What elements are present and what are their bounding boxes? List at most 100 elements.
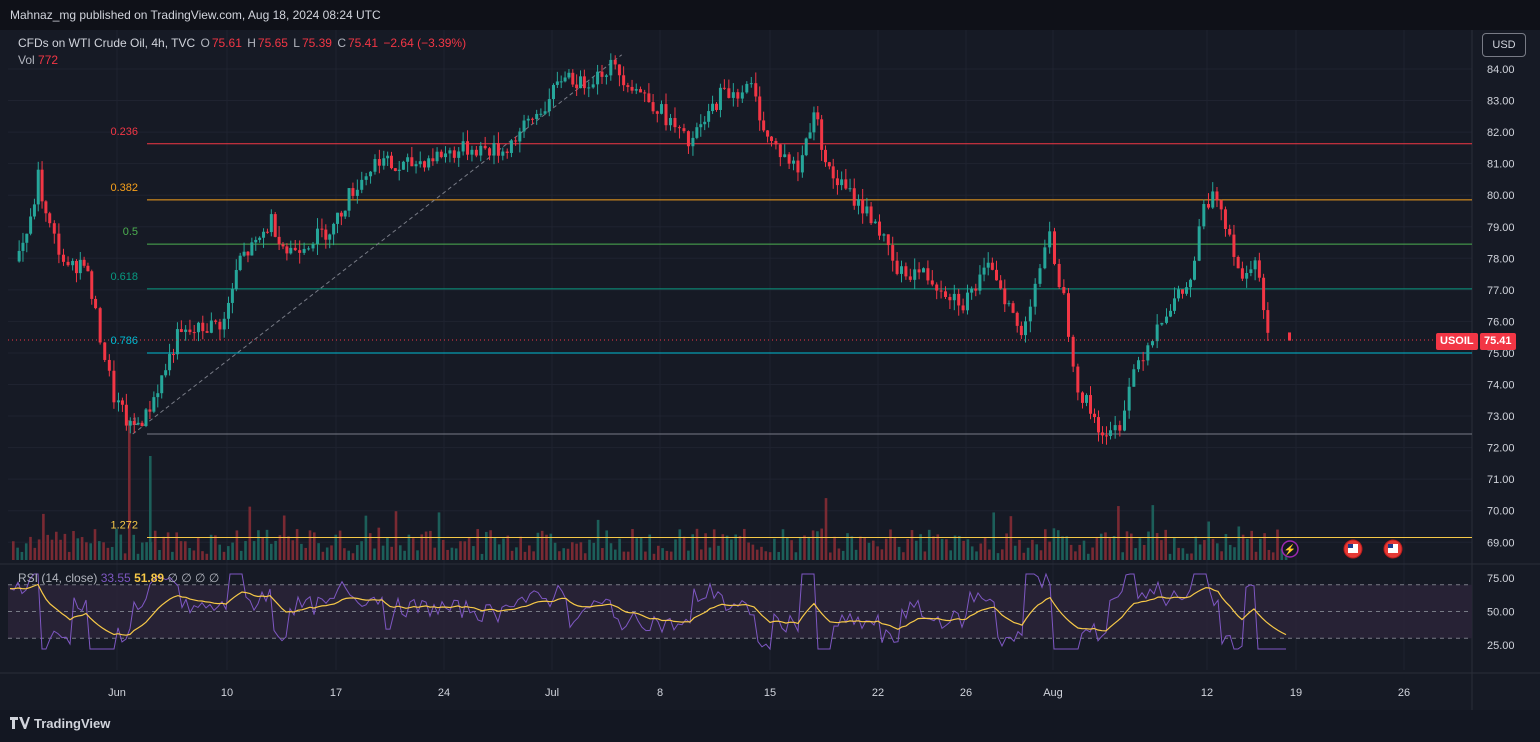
candle-body	[214, 320, 218, 322]
candle-body	[168, 354, 172, 371]
volume-bar	[1207, 521, 1210, 560]
volume-bar	[192, 550, 196, 560]
tradingview-logo[interactable]: TradingView	[10, 716, 110, 731]
candle-body	[930, 280, 934, 285]
volume-bar	[661, 548, 664, 560]
volume-bar	[906, 538, 909, 560]
volume-bar	[399, 545, 402, 560]
x-axis-tick-label: Jun	[108, 687, 126, 699]
candle-body	[343, 210, 347, 217]
volume-bar	[738, 536, 742, 560]
candle-body	[273, 214, 277, 237]
candle-body	[974, 288, 978, 291]
volume-bar	[37, 539, 41, 560]
candle-body	[575, 84, 579, 89]
volume-bar	[1216, 543, 1219, 560]
volume-bar	[325, 547, 329, 560]
volume-bar	[803, 535, 806, 560]
volume-bar	[1108, 538, 1112, 560]
volume-bar	[979, 543, 983, 560]
volume-bar	[1194, 536, 1198, 560]
candle-body	[262, 231, 266, 238]
symbol-name[interactable]: CFDs on WTI Crude Oil, 4h, TVC	[18, 36, 196, 50]
volume-bar	[743, 528, 746, 560]
volume-bar	[1121, 552, 1124, 560]
candle-body	[1137, 360, 1140, 370]
rsi-legend: RSI (14, close) 33.55 51.89 ∅ ∅ ∅ ∅	[18, 571, 219, 585]
volume-bar	[59, 539, 62, 560]
candle-body	[1228, 228, 1232, 235]
candle-body	[582, 76, 586, 89]
volume-bar	[429, 530, 432, 560]
volume-bar	[102, 542, 105, 560]
candle-body	[796, 160, 800, 173]
volume-bar	[1267, 549, 1271, 560]
volume-bar	[975, 551, 978, 560]
candle-body	[234, 269, 238, 290]
volume-bar	[635, 538, 639, 560]
volume-bar	[420, 534, 424, 560]
candle-body	[479, 145, 483, 156]
volume-bar	[1117, 506, 1120, 560]
candle-body	[1151, 341, 1154, 346]
x-axis-tick-label: 19	[1290, 687, 1302, 699]
volume-bar	[308, 530, 312, 560]
x-axis-tick-label: 8	[657, 687, 663, 699]
volume-bar	[304, 547, 307, 560]
candle-body	[827, 162, 831, 167]
volume-bar	[798, 536, 802, 560]
candle-body	[1127, 386, 1131, 411]
candle-body	[1249, 269, 1253, 274]
candle-body	[347, 188, 351, 211]
volume-bar	[472, 546, 475, 560]
candle-body	[995, 269, 998, 281]
candle-body	[895, 260, 899, 274]
candle-body	[547, 99, 551, 112]
rsi-label[interactable]: RSI (14, close)	[18, 571, 98, 585]
x-axis-tick-label: Aug	[1043, 687, 1063, 699]
volume-bar	[927, 529, 931, 560]
candle-body	[410, 157, 414, 167]
volume-bar	[579, 542, 583, 560]
y-axis-tick-label: 83.00	[1487, 96, 1515, 108]
candle-body	[136, 422, 140, 425]
candle-body	[647, 93, 651, 103]
candle-body	[1240, 268, 1244, 279]
volume-bar	[562, 548, 565, 560]
volume-bar	[132, 534, 135, 560]
candle-body	[1165, 316, 1168, 323]
candle-body	[156, 393, 160, 398]
candle-body	[66, 261, 70, 266]
volume-bar	[184, 541, 187, 560]
volume-label[interactable]: Vol	[18, 53, 35, 67]
volume-bar	[33, 547, 37, 560]
candle-body	[609, 59, 613, 76]
volume-bar	[252, 541, 256, 560]
candle-body	[1093, 413, 1096, 418]
volume-bar	[717, 545, 720, 560]
candle-body	[1062, 286, 1066, 294]
volume-bar	[786, 537, 789, 560]
volume-bar	[334, 534, 338, 560]
volume-bar	[949, 550, 952, 560]
fib-level-label: 0.618	[110, 271, 138, 283]
candle-body	[970, 288, 974, 293]
symbol-price-tag: USOIL	[1436, 333, 1478, 350]
volume-bar	[46, 534, 49, 560]
candle-body	[82, 259, 86, 266]
currency-button[interactable]: USD	[1482, 33, 1526, 57]
volume-bar	[755, 549, 759, 560]
candle-body	[360, 179, 364, 190]
candle-body	[21, 242, 25, 251]
volume-bar	[1254, 551, 1258, 560]
volume-bar	[110, 546, 114, 560]
volume-bar	[407, 534, 411, 560]
volume-legend: Vol 772	[18, 53, 58, 67]
candle-body	[986, 262, 990, 268]
volume-bar	[996, 553, 1000, 560]
candle-body	[140, 422, 144, 426]
lightning-glyph: ⚡	[1284, 543, 1296, 556]
candle-body	[218, 321, 222, 330]
candle-body	[961, 305, 965, 311]
